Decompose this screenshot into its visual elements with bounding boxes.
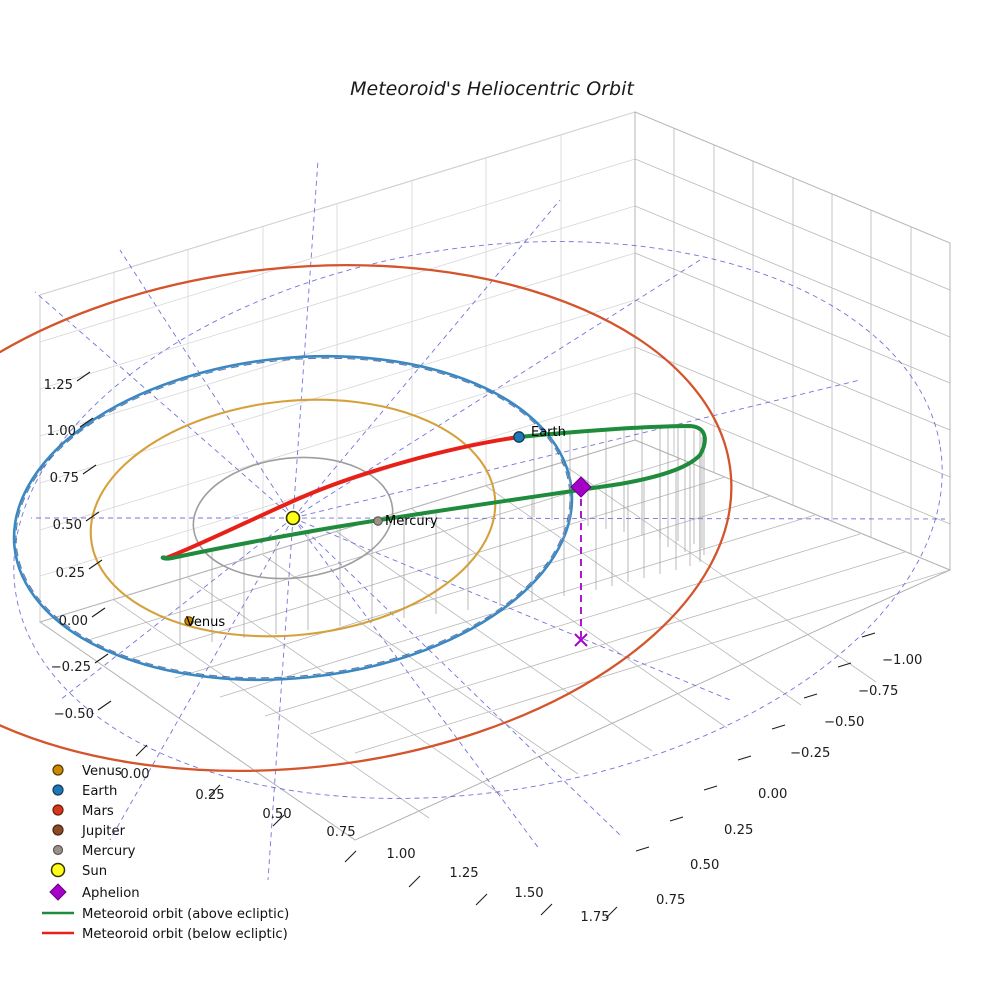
venus-label: Venus: [186, 615, 225, 630]
legend-item-aphelion[interactable]: Aphelion: [49, 883, 140, 901]
z-tick-6: 0.50: [690, 858, 719, 873]
venus-marker: [184, 616, 194, 626]
orbit-meteoroid-above: [160, 423, 707, 561]
legend-item-meteoroid-above[interactable]: Meteoroid orbit (above ecliptic): [42, 907, 289, 922]
legend-item-sun[interactable]: Sun: [50, 862, 108, 880]
y-tick-3: 0.50: [53, 518, 82, 533]
meteoroid-orbit: [160, 423, 707, 561]
x-tick-2: 0.50: [262, 807, 291, 822]
jupiter-orbit: [13, 241, 943, 799]
pane-back-right: [634, 111, 951, 571]
z-tick-4: 0.00: [758, 787, 787, 802]
x-tick-0: 0.00: [120, 767, 149, 782]
legend-label-meteoroid-above: Meteoroid orbit (above ecliptic): [82, 907, 289, 922]
sun-marker: [285, 510, 301, 526]
aphelion-marker: [570, 476, 592, 498]
mercury-marker: [373, 516, 383, 526]
x-tick-5: 1.25: [449, 866, 478, 881]
legend-item-mercury[interactable]: Mercury: [52, 844, 136, 859]
x-tick-7: 1.75: [580, 910, 609, 925]
page-title: Meteoroid's Heliocentric Orbit: [350, 78, 635, 100]
legend-label-earth: Earth: [82, 784, 117, 799]
axes-panes: [38, 111, 952, 841]
legend-label-jupiter: Jupiter: [81, 824, 126, 839]
earth-label: Earth: [531, 425, 566, 440]
x-tick-4: 1.00: [386, 847, 415, 862]
pane-floor: [38, 439, 952, 841]
earth-marker: [513, 431, 525, 443]
legend-item-earth[interactable]: Earth: [52, 784, 117, 799]
legend-label-sun: Sun: [82, 864, 107, 879]
y-tick-0: 1.25: [44, 378, 73, 393]
sun-legend-icon: [50, 862, 66, 878]
legend-item-jupiter[interactable]: Jupiter: [52, 824, 126, 839]
legend-label-aphelion: Aphelion: [82, 886, 140, 901]
z-tick-0: −1.00: [882, 653, 922, 668]
z-tick-2: −0.50: [824, 715, 864, 730]
projection-stems: [179, 426, 705, 646]
legend-label-venus: Venus: [82, 764, 122, 779]
y-tick-6: −0.25: [51, 660, 91, 675]
aphelion-x-marker: [574, 633, 588, 647]
pane-back-left: [39, 111, 636, 623]
y-tick-4: 0.25: [56, 566, 85, 581]
legend-item-venus[interactable]: Venus: [52, 764, 122, 779]
y-tick-5: 0.00: [59, 614, 88, 629]
legend-label-mars: Mars: [82, 804, 114, 819]
x-tick-6: 1.50: [514, 886, 543, 901]
radial-spokes: [31, 159, 946, 881]
legend-label-meteoroid-below: Meteoroid orbit (below ecliptic): [82, 927, 288, 942]
z-tick-3: −0.25: [790, 746, 830, 761]
jupiter-legend-icon: [52, 824, 64, 836]
x-axis-ticks: 0.00 0.25 0.50 0.75 1.00 1.25 1.50 1.75: [120, 744, 618, 925]
body-markers: Mercury Venus Earth: [184, 425, 566, 630]
mars-legend-icon: [52, 804, 64, 816]
earth-legend-icon: [52, 784, 64, 796]
mercury-label: Mercury: [385, 514, 438, 529]
mercury-legend-icon: [52, 844, 64, 856]
x-tick-1: 0.25: [195, 788, 224, 803]
orbit-mars: [0, 264, 733, 772]
orbit-earth: [12, 354, 574, 682]
y-tick-7: −0.50: [54, 707, 94, 722]
legend-item-meteoroid-below[interactable]: Meteoroid orbit (below ecliptic): [42, 927, 288, 942]
z-tick-1: −0.75: [858, 684, 898, 699]
legend-label-mercury: Mercury: [82, 844, 136, 859]
orbit-meteoroid-below: [164, 435, 521, 560]
legend-item-mars[interactable]: Mars: [52, 804, 114, 819]
aphelion-legend-icon: [49, 883, 67, 901]
orbit-earth-dashed: [15, 357, 571, 679]
y-axis-ticks: 1.25 1.00 0.75 0.50 0.25 0.00 −0.25 −0.5…: [44, 371, 112, 722]
orbit-venus: [89, 398, 497, 638]
z-tick-5: 0.25: [724, 823, 753, 838]
legend: Venus Earth Mars Jupiter Mercury: [42, 764, 289, 942]
planet-orbits: [0, 264, 733, 772]
y-tick-1: 1.00: [47, 424, 76, 439]
venus-legend-icon: [52, 764, 64, 776]
x-tick-3: 0.75: [326, 825, 355, 840]
aphelion-group: [570, 476, 592, 647]
y-tick-2: 0.75: [50, 471, 79, 486]
z-tick-7: 0.75: [656, 893, 685, 908]
orbit-mercury: [192, 456, 394, 580]
z-axis-ticks: −1.00 −0.75 −0.50 −0.25 0.00 0.25 0.50 0…: [635, 632, 922, 908]
